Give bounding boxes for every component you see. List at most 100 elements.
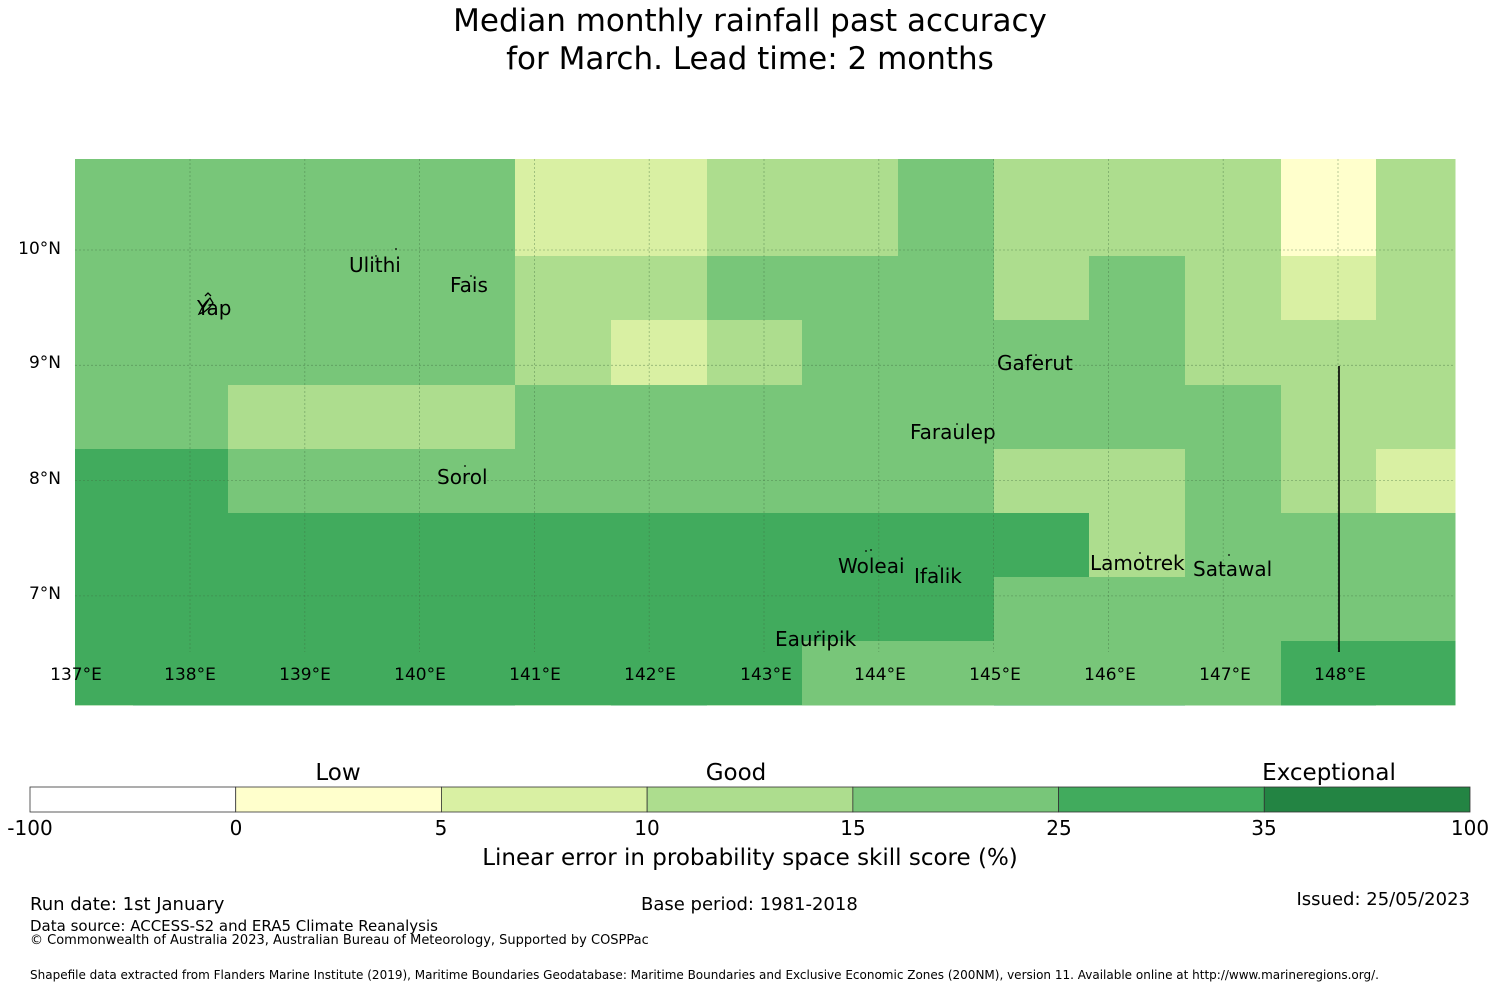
- skill-cell: [1089, 705, 1186, 706]
- skill-cell: [324, 449, 421, 514]
- skill-cell: [1376, 513, 1456, 578]
- lon-label-143e: 143°E: [740, 665, 792, 685]
- skill-cell: [707, 513, 803, 578]
- skill-cell: [611, 320, 708, 386]
- skill-cell: [898, 159, 995, 257]
- skill-cell: [228, 641, 325, 706]
- skill-cell: [611, 159, 708, 257]
- skill-cell: [420, 256, 516, 321]
- skill-cell: [228, 449, 325, 514]
- skill-cell: [515, 256, 612, 321]
- lon-label-142e: 142°E: [624, 665, 676, 685]
- colorbar-swatch: [1263, 786, 1471, 813]
- colorbar-swatch: [1058, 786, 1265, 813]
- skill-cell: [324, 513, 421, 578]
- colorbar-tick: 100: [1450, 816, 1490, 840]
- skill-cell: [1089, 577, 1186, 642]
- skill-cell: [324, 705, 421, 706]
- skill-cell: [515, 641, 612, 706]
- place-satawal: Satawal: [1193, 557, 1273, 581]
- skill-cell: [133, 159, 229, 257]
- lon-label-140e: 140°E: [394, 665, 446, 685]
- skill-cell: [994, 577, 1090, 642]
- lon-label-147e: 147°E: [1199, 665, 1251, 685]
- skill-cell: [1089, 159, 1186, 257]
- lon-label-146e: 146°E: [1084, 665, 1136, 685]
- skill-cell: [802, 513, 899, 578]
- issued-date: Issued: 25/05/2023: [1296, 889, 1470, 910]
- skill-cell: [898, 705, 995, 706]
- base-period: Base period: 1981-2018: [641, 894, 858, 915]
- skill-cell: [420, 641, 516, 706]
- skill-cell: [802, 385, 899, 450]
- colorbar-tick: 25: [1046, 816, 1072, 840]
- lon-label-139e: 139°E: [279, 665, 331, 685]
- skill-cell: [994, 385, 1090, 450]
- skill-cell: [1089, 385, 1186, 450]
- skill-cell: [898, 513, 995, 578]
- skill-cell: [611, 449, 708, 514]
- skill-cell: [611, 577, 708, 642]
- skill-cell: [75, 159, 134, 257]
- colorbar-swatch: [441, 786, 648, 813]
- skill-cell: [1281, 320, 1377, 386]
- colorbar-tick: 15: [840, 816, 866, 840]
- skill-cell: [802, 705, 899, 706]
- lon-label-138e: 138°E: [164, 665, 216, 685]
- copyright: © Commonwealth of Australia 2023, Austra…: [30, 933, 649, 948]
- skill-cell: [1089, 320, 1186, 386]
- skill-cell: [898, 385, 995, 450]
- skill-cell: [802, 256, 899, 321]
- skill-cell: [802, 449, 899, 514]
- skill-cell: [1376, 320, 1456, 386]
- skill-cell: [324, 256, 421, 321]
- place-ulithi: Ulithi: [349, 253, 401, 277]
- map-title-line-2: for March. Lead time: 2 months: [506, 41, 994, 77]
- colorbar-axis-label: Linear error in probability space skill …: [482, 845, 1018, 871]
- skill-cell: [707, 705, 803, 706]
- skill-cell: [1376, 449, 1456, 514]
- yap-island-outline: [197, 292, 214, 316]
- skill-cell: [1089, 449, 1186, 514]
- skill-cell: [75, 385, 134, 450]
- skill-cell: [994, 641, 1090, 706]
- skill-cell: [898, 641, 995, 706]
- skill-cell: [1281, 641, 1377, 706]
- place-eauripik: Eauripik: [775, 627, 857, 651]
- lat-label-8n: 8°N: [28, 469, 61, 489]
- place-sorol: Sorol: [437, 465, 488, 489]
- skill-cell: [324, 159, 421, 257]
- skill-cell: [133, 320, 229, 386]
- skill-cell: [133, 513, 229, 578]
- skill-cell: [515, 159, 612, 257]
- colorbar-swatch: [852, 786, 1059, 813]
- skill-cell: [420, 320, 516, 386]
- skill-cell: [324, 385, 421, 450]
- colorbar-tick: -100: [7, 816, 53, 840]
- skill-cell: [802, 577, 899, 642]
- skill-cell: [420, 705, 516, 706]
- skill-cell: [707, 577, 803, 642]
- place-fais: Fais: [450, 273, 488, 297]
- colorbar-category-good: Good: [705, 760, 767, 786]
- skill-cell: [1281, 577, 1377, 642]
- skill-cell: [228, 320, 325, 386]
- colorbar-swatch: [646, 786, 854, 813]
- skill-cell: [994, 256, 1090, 321]
- skill-cell: [133, 449, 229, 514]
- skill-cell: [1185, 577, 1282, 642]
- skill-cell: [1281, 449, 1377, 514]
- skill-cell: [994, 159, 1090, 257]
- skill-cell: [420, 159, 516, 257]
- skill-cell: [515, 449, 612, 514]
- lon-label-145e: 145°E: [969, 665, 1021, 685]
- skill-cell: [611, 513, 708, 578]
- skill-cell: [515, 513, 612, 578]
- lat-label-7n: 7°N: [28, 584, 61, 604]
- skill-cell: [1281, 159, 1377, 257]
- lon-label-137e: 137°E: [50, 665, 102, 685]
- skill-cell: [1185, 385, 1282, 450]
- skill-cell: [75, 513, 134, 578]
- place-yap: Yap: [197, 296, 232, 320]
- skill-cell: [1185, 256, 1282, 321]
